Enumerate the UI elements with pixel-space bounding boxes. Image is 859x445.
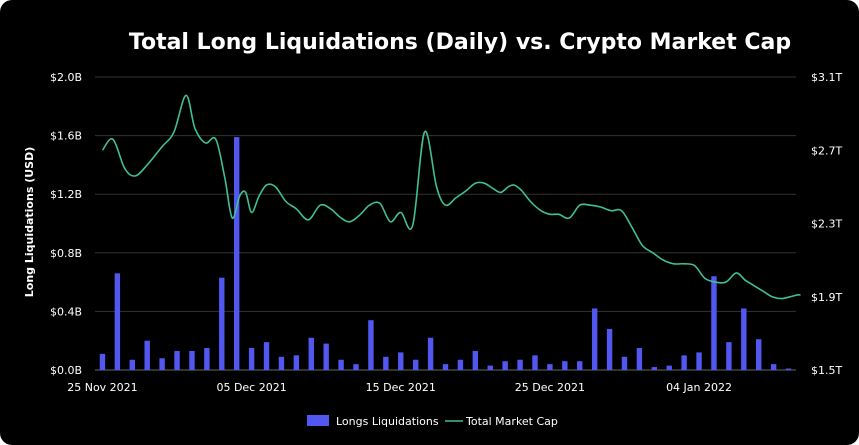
bar — [129, 359, 135, 370]
market-cap-line — [101, 94, 801, 300]
bar — [204, 348, 210, 370]
bar — [99, 353, 106, 370]
bar — [741, 308, 747, 370]
x-tick-label: 15 Dec 2021 — [366, 381, 436, 394]
bar — [189, 350, 195, 370]
y-left-tick-label: $1.2B — [50, 188, 82, 201]
bar — [785, 368, 792, 370]
legend-label-marketcap: Total Market Cap — [465, 415, 558, 428]
x-tick-label: 25 Dec 2021 — [515, 381, 585, 394]
bar — [756, 339, 762, 370]
bar — [636, 348, 643, 370]
bar — [398, 352, 404, 370]
grid-lines — [95, 76, 796, 371]
bar — [457, 359, 464, 370]
bar — [472, 350, 479, 370]
chart-title: Total Long Liquidations (Daily) vs. Cryp… — [129, 30, 791, 55]
bar — [547, 364, 553, 370]
bar — [278, 356, 285, 370]
bar — [442, 364, 449, 370]
y-left-tick-label: $1.6B — [50, 130, 82, 143]
x-tick-label: 04 Jan 2022 — [666, 381, 732, 394]
bar — [308, 337, 314, 370]
y-left-tick-label: $0.4B — [50, 305, 82, 318]
bar — [577, 361, 583, 370]
bar — [621, 356, 628, 370]
bar — [114, 273, 121, 370]
bar — [562, 361, 568, 370]
bar — [174, 350, 180, 370]
bar — [323, 343, 329, 370]
bar — [487, 365, 493, 370]
bar — [696, 352, 702, 370]
bar — [159, 358, 165, 370]
bar — [651, 367, 658, 370]
legend-label-longs: Longs Liquidations — [336, 415, 439, 428]
bar — [248, 348, 255, 370]
bar — [412, 359, 419, 370]
y-right-tick-label: $1.5T — [811, 364, 842, 377]
bar — [606, 328, 613, 370]
bar — [517, 359, 523, 370]
bar — [263, 342, 270, 370]
x-tick-label: 05 Dec 2021 — [216, 381, 286, 394]
bar — [427, 337, 434, 370]
bar — [368, 320, 374, 370]
bar — [681, 355, 687, 370]
bar — [726, 342, 732, 370]
y-right-tick-label: $3.1T — [811, 71, 842, 84]
y-right-tick-label: $2.7T — [811, 144, 842, 157]
bar-series — [99, 137, 792, 370]
left-y-axis-ticks: $0.0B $0.4B $0.8B $1.2B $1.6B $2.0B — [50, 71, 82, 377]
bar — [338, 359, 344, 370]
line-series — [101, 94, 801, 300]
bar — [532, 355, 538, 370]
bar — [293, 355, 300, 370]
bar — [770, 364, 777, 370]
y-right-tick-label: $1.9T — [811, 291, 842, 304]
bar — [144, 340, 150, 370]
bar — [711, 276, 717, 370]
bar — [383, 356, 389, 370]
legend: Longs Liquidations Total Market Cap — [307, 415, 558, 428]
y-right-tick-label: $2.3T — [811, 218, 842, 231]
bar — [353, 364, 359, 370]
legend-bar-swatch — [307, 415, 329, 426]
y-left-tick-label: $0.8B — [50, 247, 82, 260]
bar — [591, 308, 598, 370]
y-axis-label: Long Liquidations (USD) — [23, 147, 36, 298]
bar — [233, 137, 240, 370]
bar — [502, 361, 508, 370]
y-left-tick-label: $2.0B — [50, 71, 82, 84]
bar — [666, 365, 672, 370]
bar — [219, 277, 225, 370]
y-left-tick-label: $0.0B — [50, 364, 82, 377]
right-y-axis-ticks: $1.5T $1.9T $2.3T $2.7T $3.1T — [811, 71, 842, 377]
x-axis-ticks: 25 Nov 2021 05 Dec 2021 15 Dec 2021 25 Dec … — [67, 381, 732, 394]
x-tick-label: 25 Nov 2021 — [67, 381, 137, 394]
